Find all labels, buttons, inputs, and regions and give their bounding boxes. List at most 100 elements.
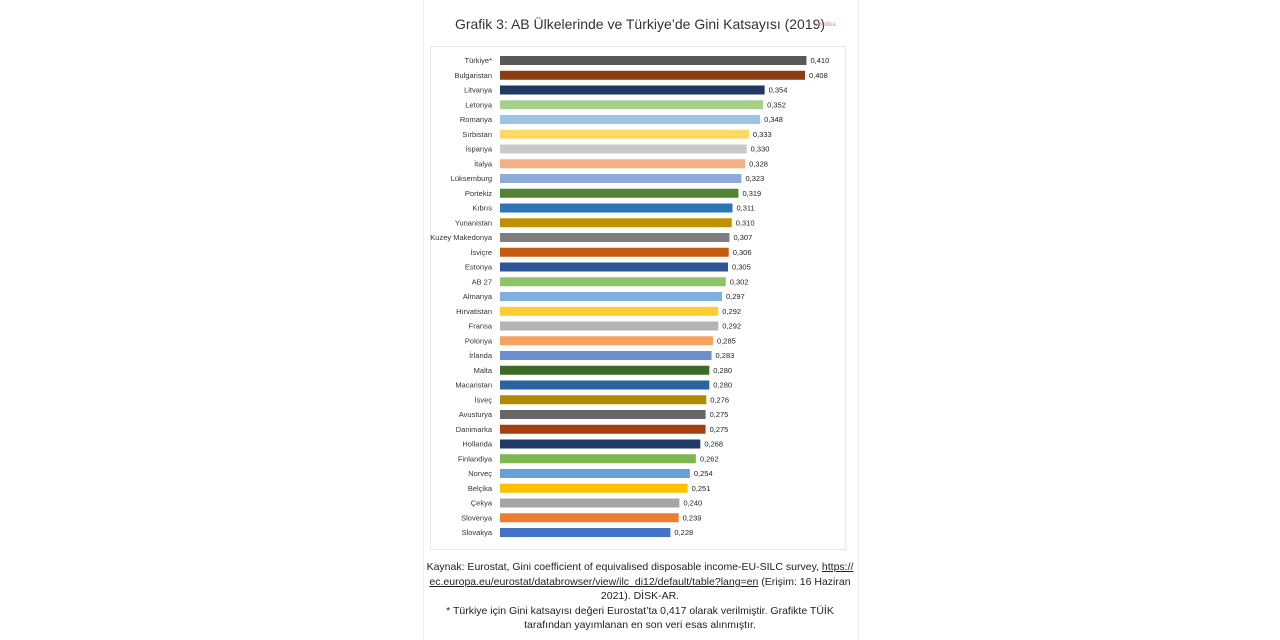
category-label: Lüksemburg	[451, 174, 492, 183]
category-label: İrlanda	[469, 351, 493, 360]
value-label: 0,305	[732, 263, 751, 272]
category-label: Fransa	[469, 322, 493, 331]
category-label: Sırbistan	[462, 130, 492, 139]
bar	[500, 513, 679, 523]
category-label: Norveç	[468, 469, 492, 478]
bar	[500, 454, 696, 464]
category-label: Estonya	[465, 263, 493, 272]
bar	[500, 306, 719, 316]
category-label: İspanya	[466, 145, 493, 154]
category-label: Yunanistan	[455, 218, 492, 227]
category-label: Romanya	[460, 115, 493, 124]
value-label: 0,275	[710, 425, 729, 434]
bar	[500, 395, 707, 405]
bar	[500, 233, 730, 242]
category-label: Letonya	[465, 100, 493, 109]
value-label: 0,280	[713, 381, 732, 390]
bar	[500, 380, 710, 390]
bar	[500, 129, 749, 139]
bar	[500, 70, 805, 80]
category-label: Litvanya	[464, 86, 493, 95]
category-label: Türkiye*	[464, 56, 492, 65]
source-note: Kaynak: Eurostat, Gini coefficient of eq…	[423, 560, 857, 633]
value-label: 0,352	[767, 100, 786, 109]
bar	[500, 469, 690, 478]
category-label: Belçika	[468, 484, 493, 493]
bar	[500, 144, 747, 154]
value-label: 0,307	[733, 233, 752, 242]
value-label: 0,348	[764, 115, 783, 124]
bar	[500, 292, 723, 301]
category-label: Slovenya	[461, 513, 493, 522]
value-label: 0,275	[710, 410, 729, 419]
value-label: 0,285	[717, 336, 736, 345]
value-label: 0,268	[704, 440, 723, 449]
category-label: Macaristan	[455, 381, 492, 390]
value-label: 0,251	[692, 484, 711, 493]
bar	[500, 247, 729, 257]
bar	[500, 483, 688, 493]
bar	[500, 498, 680, 508]
bar	[500, 188, 739, 198]
value-label: 0,239	[683, 513, 702, 522]
category-label: Avusturya	[459, 410, 493, 419]
category-label: Kıbrıs	[472, 204, 492, 213]
value-label: 0,283	[716, 351, 735, 360]
value-label: 0,302	[730, 277, 749, 286]
value-label: 0,410	[810, 56, 829, 65]
category-label: Hollanda	[462, 440, 492, 449]
value-label: 0,333	[753, 130, 772, 139]
category-label: Portekiz	[465, 189, 492, 198]
category-label: Hırvatistan	[456, 307, 492, 316]
value-label: 0,319	[742, 189, 761, 198]
value-label: 0,306	[733, 248, 752, 257]
category-label: Kuzey Makedonya	[430, 233, 493, 242]
bar	[500, 528, 671, 537]
category-label: AB 27	[472, 277, 492, 286]
value-label: 0,276	[710, 395, 729, 404]
bar	[500, 115, 761, 124]
value-label: 0,254	[694, 469, 713, 478]
value-label: 0,228	[674, 528, 693, 537]
bar	[500, 277, 726, 287]
category-label: Polonya	[465, 336, 493, 345]
category-label: Bulgaristan	[454, 71, 492, 80]
category-label: Malta	[474, 366, 493, 375]
bar	[500, 56, 807, 65]
value-label: 0,408	[809, 71, 828, 80]
value-label: 0,328	[749, 159, 768, 168]
value-label: 0,297	[726, 292, 745, 301]
category-label: Çekya	[471, 499, 493, 508]
value-label: 0,240	[683, 499, 702, 508]
source-link[interactable]: https:// ec.europa.eu/eurostat/databrows…	[429, 561, 854, 588]
source-prefix: Kaynak: Eurostat, Gini coefficient of eq…	[426, 561, 819, 573]
bar	[500, 159, 746, 169]
value-label: 0,311	[736, 204, 754, 213]
chart-frame	[430, 46, 846, 550]
bar	[500, 100, 764, 110]
value-label: 0,330	[751, 145, 770, 154]
category-label: Almanya	[463, 292, 493, 301]
category-label: İsviçre	[470, 248, 492, 257]
category-label: Finlandiya	[458, 454, 493, 463]
bar	[500, 262, 728, 272]
value-label: 0,310	[736, 218, 755, 227]
bar	[500, 336, 714, 346]
category-label: Slovakya	[462, 528, 493, 537]
footnote: * Türkiye için Gini katsayısı değeri Eur…	[446, 604, 834, 632]
bar	[500, 321, 719, 331]
bar	[500, 410, 706, 419]
bar	[500, 218, 732, 228]
value-label: 0,280	[713, 366, 732, 375]
bar	[500, 174, 742, 183]
bar	[500, 203, 733, 213]
value-label: 0,262	[700, 454, 719, 463]
chart-title: Grafik 3: AB Ülkelerinde ve Türkiye’de G…	[454, 16, 826, 32]
value-label: 0,323	[745, 174, 764, 183]
value-label: 0,292	[722, 307, 741, 316]
source-suffix: (Erişim: 16 Haziran 2021). DİSK-AR.	[600, 575, 851, 603]
watermark: sendika	[815, 22, 836, 28]
value-label: 0,354	[769, 86, 788, 95]
category-label: İtalya	[474, 159, 493, 168]
